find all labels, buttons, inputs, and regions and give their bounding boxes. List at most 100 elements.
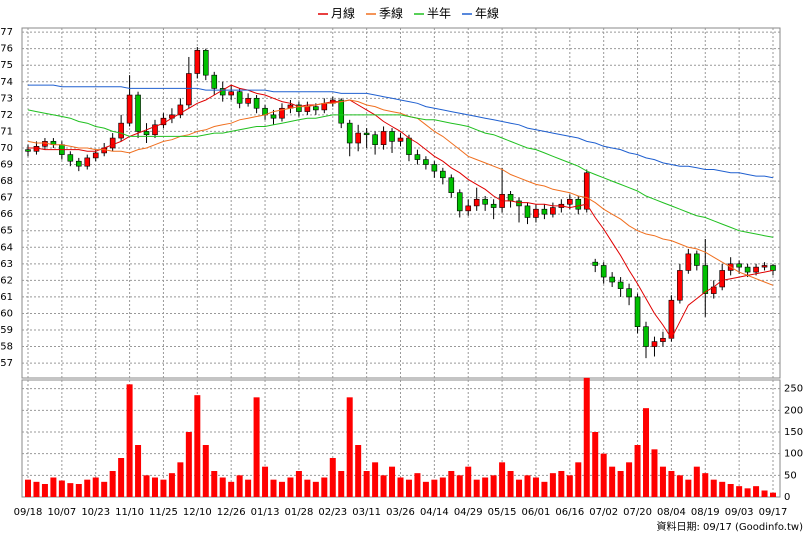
candle-body — [617, 281, 624, 289]
candle-body — [609, 276, 615, 283]
volume-bar — [270, 479, 277, 497]
candle-body — [372, 134, 378, 145]
y-tick-label: 72 — [0, 110, 13, 121]
candle-body — [448, 177, 455, 193]
candle-body — [761, 265, 768, 268]
candle-body — [245, 98, 251, 104]
volume-bar — [676, 475, 683, 497]
volume-bar — [160, 479, 167, 497]
x-tick-label: 09/17 — [759, 507, 788, 518]
volume-bar — [592, 432, 599, 497]
legend-label: 月線 — [331, 6, 355, 21]
volume-bar — [761, 490, 768, 497]
candle-body — [109, 137, 116, 149]
x-tick-label: 12/26 — [217, 507, 246, 518]
candle-body — [363, 132, 370, 136]
volume-bar — [194, 395, 201, 497]
x-tick-label: 03/11 — [352, 507, 381, 518]
volume-bar — [558, 471, 565, 497]
volume-bar — [33, 481, 40, 497]
ma-line — [27, 99, 774, 286]
candle-body — [473, 198, 480, 207]
candle-body — [550, 207, 556, 215]
volume-bar — [532, 477, 539, 497]
volume-bar — [702, 473, 709, 497]
candle-body — [279, 107, 285, 119]
volume-bar — [693, 466, 700, 497]
x-tick-label: 06/16 — [555, 507, 584, 518]
candle-body — [753, 266, 759, 273]
volume-bar — [490, 475, 497, 497]
x-tick-label: 09/03 — [725, 507, 754, 518]
volume-bar — [109, 471, 116, 497]
volume-bar — [329, 458, 336, 497]
candle-body — [236, 91, 243, 104]
volume-bar — [245, 479, 252, 497]
y-tick-label: 63 — [0, 259, 13, 270]
volume-bar — [575, 462, 582, 497]
volume-bar — [295, 471, 302, 497]
candle-body — [25, 149, 31, 152]
candle-body — [626, 288, 632, 298]
volume-bar — [168, 473, 175, 497]
candle-body — [186, 73, 192, 106]
y-tick-label: 57 — [0, 358, 13, 369]
candle-body — [135, 94, 141, 132]
x-tick-label: 11/10 — [115, 507, 144, 518]
y-tick-label: 66 — [0, 209, 13, 220]
volume-bar — [659, 466, 666, 497]
volume-bar — [101, 481, 108, 497]
volume-bar — [549, 473, 556, 497]
candle-body — [346, 122, 353, 144]
y-tick-label: 74 — [0, 77, 13, 88]
candle-body — [177, 104, 184, 116]
y-tick-label: 65 — [0, 226, 13, 237]
volume-bar — [177, 462, 184, 497]
candle-body — [75, 160, 82, 167]
volume-bar — [736, 486, 743, 497]
candle-body — [643, 326, 649, 347]
volume-bar — [719, 481, 726, 497]
volume-bar — [626, 462, 633, 497]
candle-body — [313, 106, 319, 111]
y-tick-label: 77 — [0, 27, 13, 38]
candle-body — [533, 208, 539, 218]
candle-body — [211, 74, 218, 89]
volume-bar — [355, 445, 362, 497]
volume-bar — [524, 475, 531, 497]
volume-bar — [151, 477, 158, 497]
volume-bar — [431, 479, 438, 497]
y-tick-label: 68 — [0, 176, 13, 187]
volume-bar — [643, 408, 650, 497]
y-tick-label: 62 — [0, 275, 13, 286]
volume-bar — [58, 480, 65, 497]
candle-body — [84, 157, 91, 167]
candle-body — [583, 172, 590, 210]
candle-body — [694, 253, 700, 266]
volume-bar — [389, 466, 396, 497]
y-tick-label: 61 — [0, 292, 13, 303]
candle-body — [456, 192, 463, 212]
candle-body — [440, 170, 446, 179]
volume-bar — [50, 477, 57, 497]
candle-body — [575, 198, 582, 210]
x-tick-label: 09/18 — [14, 507, 43, 518]
y-tick-label: 76 — [0, 44, 13, 55]
candle-body — [516, 200, 522, 207]
volume-bar — [253, 397, 260, 497]
y-tick-label: 75 — [0, 60, 13, 71]
volume-bar — [414, 473, 421, 497]
candle-body — [338, 99, 345, 124]
candle-body — [592, 261, 599, 266]
volume-bar — [321, 477, 328, 497]
volume-bar — [67, 483, 74, 497]
x-tick-label: 07/02 — [589, 507, 618, 518]
y-tick-label: 64 — [0, 242, 13, 253]
volume-bar — [126, 384, 133, 497]
candle-body — [685, 253, 692, 271]
volume-bar — [84, 479, 91, 497]
volume-bar — [617, 471, 624, 497]
candle-body — [465, 205, 472, 212]
volume-bar — [185, 432, 192, 497]
candle-body — [321, 102, 328, 111]
